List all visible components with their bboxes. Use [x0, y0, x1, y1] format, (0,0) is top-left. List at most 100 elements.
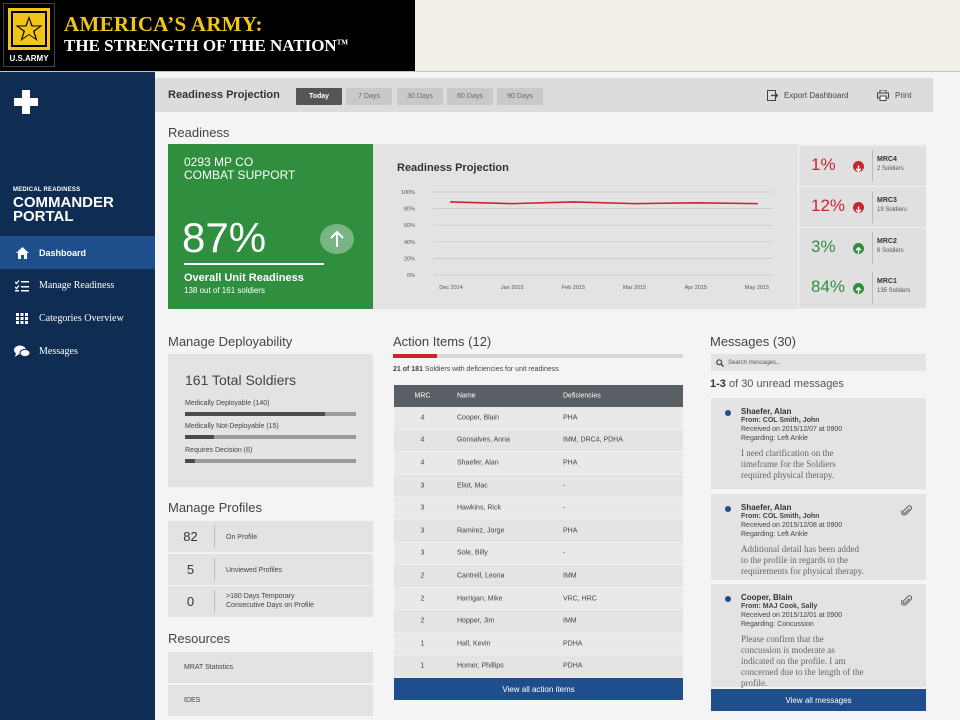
print-button[interactable]: Print — [877, 90, 911, 101]
cell-name: Harrigan, Mike — [457, 595, 503, 603]
view-all-messages-button[interactable]: View all messages — [711, 689, 926, 711]
readiness-underline — [184, 263, 324, 265]
printer-icon — [877, 90, 889, 101]
table-row[interactable]: 2 Cantrell, Leona IMM — [394, 565, 683, 588]
range-today-button[interactable]: Today — [296, 88, 342, 105]
deployability-heading: Manage Deployability — [168, 334, 293, 349]
overall-readiness-sub: 138 out of 161 soldiers — [184, 286, 265, 295]
deploy-bar-fill — [185, 412, 326, 416]
table-row[interactable]: 3 Ramirez, Jorge PHA — [394, 519, 683, 543]
range-30-days-button[interactable]: 30 Days — [397, 88, 443, 105]
table-row[interactable]: 2 Harrigan, Mike VRC, HRC — [394, 587, 683, 611]
range-90-days-button[interactable]: 90 Days — [497, 88, 543, 105]
column-header-deficiencies[interactable]: Deficiencies — [563, 392, 601, 400]
profile-count: 5 — [186, 562, 195, 577]
sidebar-nav: Dashboard Manage Readiness Categories Ov… — [0, 236, 155, 368]
message-regarding: Regarding: Left Ankle — [741, 435, 808, 442]
banner-title-text: THE STRENGTH OF THE NATION — [64, 36, 337, 55]
range-7-days-button[interactable]: 7 Days — [346, 88, 392, 105]
table-row[interactable]: 4 Shaefer, Alan PHA — [394, 452, 683, 475]
star-icon — [8, 8, 50, 50]
cell-mrc: 4 — [420, 459, 425, 467]
cell-name: Shaefer, Alan — [457, 459, 499, 467]
army-logo: U.S.ARMY — [3, 3, 55, 67]
message-body-line: timeframe for the Soldiers — [741, 459, 836, 469]
messages-heading: Messages (30) — [710, 334, 796, 349]
mrc-name: MRC1 — [877, 278, 897, 285]
y-tick-label: 100% — [401, 190, 415, 196]
unit-name: 0293 MP CO COMBAT SUPPORT — [184, 156, 364, 182]
sidebar: MEDICAL READINESS COMMANDER PORTAL Dashb… — [0, 72, 155, 720]
paperclip-icon[interactable] — [900, 594, 913, 606]
column-header-name[interactable]: Name — [457, 392, 476, 400]
x-tick-label: May 2015 — [745, 285, 769, 291]
mrc-row[interactable]: 84% MRC1 135 Soldiers — [799, 268, 926, 308]
mrc-name: MRC2 — [877, 238, 897, 245]
trademark: TM — [336, 38, 348, 47]
data-point — [511, 202, 514, 205]
mrc-percent: 12% — [811, 196, 846, 215]
portal-title-line2: PORTAL — [13, 208, 74, 225]
resource-link-mrat[interactable]: MRAT Statistics — [168, 652, 373, 683]
cell-deficiencies: PDHA — [563, 662, 583, 670]
message-item[interactable]: Shaefer, Alan From: COL Smith, John Receiv… — [711, 494, 926, 580]
profile-row-180-days[interactable]: 0 >180 Days Temporary Consecutive Days o… — [168, 586, 373, 617]
profile-row-unviewed[interactable]: 5 Unviewed Profiles — [168, 554, 373, 585]
cell-deficiencies: IMM — [563, 617, 577, 625]
profile-label: Unviewed Profiles — [226, 567, 283, 574]
cell-mrc: 1 — [420, 640, 425, 648]
mrc-row[interactable]: 12% MRC3 19 Soldiers — [799, 187, 926, 227]
action-items-summary-count: 21 of 181 — [393, 366, 423, 373]
message-from: From: MAJ Cook, Sally — [741, 603, 818, 610]
profile-row-on-profile[interactable]: 82 On Profile — [168, 521, 373, 552]
data-point — [756, 202, 758, 205]
column-header-mrc[interactable]: MRC — [414, 392, 431, 400]
sidebar-item-messages[interactable]: Messages — [0, 335, 155, 368]
cell-name: Gonsalves, Anna — [457, 436, 510, 444]
cell-name: Sole, Billy — [457, 549, 488, 557]
mrc-row[interactable]: 1% MRC4 2 Soldiers — [799, 146, 926, 186]
message-item[interactable]: Cooper, Blain From: MAJ Cook, Sally Receiv… — [711, 584, 926, 688]
unread-dot-icon — [725, 596, 731, 602]
table-row[interactable]: 3 Eliot, Mac - — [394, 474, 683, 498]
cell-name: Hall, Kevin — [457, 640, 491, 648]
table-row[interactable]: 4 Gonsalves, Anna IMM, DRC4, PDHA — [394, 429, 683, 453]
table-body: 4 Cooper, Blain PHA 4 Gonsalves, Anna IMM, DR… — [394, 407, 683, 679]
sidebar-item-manage-readiness[interactable]: Manage Readiness — [0, 269, 155, 302]
table-header: MRC Name Deficiencies — [394, 385, 683, 407]
search-icon — [716, 358, 724, 367]
portal-subtitle: MEDICAL READINESS — [13, 187, 81, 193]
mrc-soldiers: 135 Soldiers — [877, 288, 911, 294]
unread-text: of 30 unread messages — [725, 378, 844, 390]
message-body-line: Additional detail has been added — [741, 544, 859, 554]
action-items-progress — [393, 354, 683, 358]
cell-mrc: 3 — [420, 549, 425, 557]
sidebar-item-categories-overview[interactable]: Categories Overview — [0, 302, 155, 335]
message-item[interactable]: Shaefer, Alan From: COL Smith, John Receiv… — [711, 398, 926, 489]
table-row[interactable]: 3 Sole, Billy - — [394, 542, 683, 566]
mrc-soldiers: 2 Soldiers — [877, 166, 904, 172]
mrc-row[interactable]: 3% MRC2 6 Soldiers — [799, 228, 926, 268]
paperclip-icon[interactable] — [900, 504, 913, 516]
resource-link-ides[interactable]: IDES — [168, 685, 373, 716]
table-row[interactable]: 1 Hall, Kevin PDHA — [394, 632, 683, 656]
print-label: Print — [895, 91, 912, 100]
action-items-heading: Action Items (12) — [393, 334, 492, 349]
x-tick-label: Mar 2015 — [623, 285, 646, 291]
search-messages-input[interactable]: Search messages... — [711, 354, 926, 371]
view-all-action-items-button[interactable]: View all action items — [394, 678, 683, 700]
message-from: From: COL Smith, John — [741, 513, 820, 520]
range-60-days-button[interactable]: 60 Days — [447, 88, 493, 105]
table-row[interactable]: 1 Homer, Phillips PDHA — [394, 655, 683, 679]
divider — [872, 232, 873, 264]
mrc-percent: 1% — [811, 155, 836, 174]
export-dashboard-button[interactable]: Export Dashboard — [767, 90, 848, 101]
mrc-breakdown: 1% MRC4 2 Soldiers 12% MRC3 19 Soldiers 3% MRC2… — [799, 144, 926, 309]
table-row[interactable]: 2 Hopper, Jim IMM — [394, 610, 683, 633]
table-row[interactable]: 3 Hawkins, Rick - — [394, 497, 683, 520]
message-body-line: profile. — [741, 678, 768, 688]
table-row[interactable]: 4 Cooper, Blain PHA — [394, 407, 683, 430]
x-tick-label: Feb 2015 — [562, 285, 585, 291]
sidebar-item-dashboard[interactable]: Dashboard — [0, 236, 155, 269]
cell-mrc: 2 — [420, 572, 425, 580]
